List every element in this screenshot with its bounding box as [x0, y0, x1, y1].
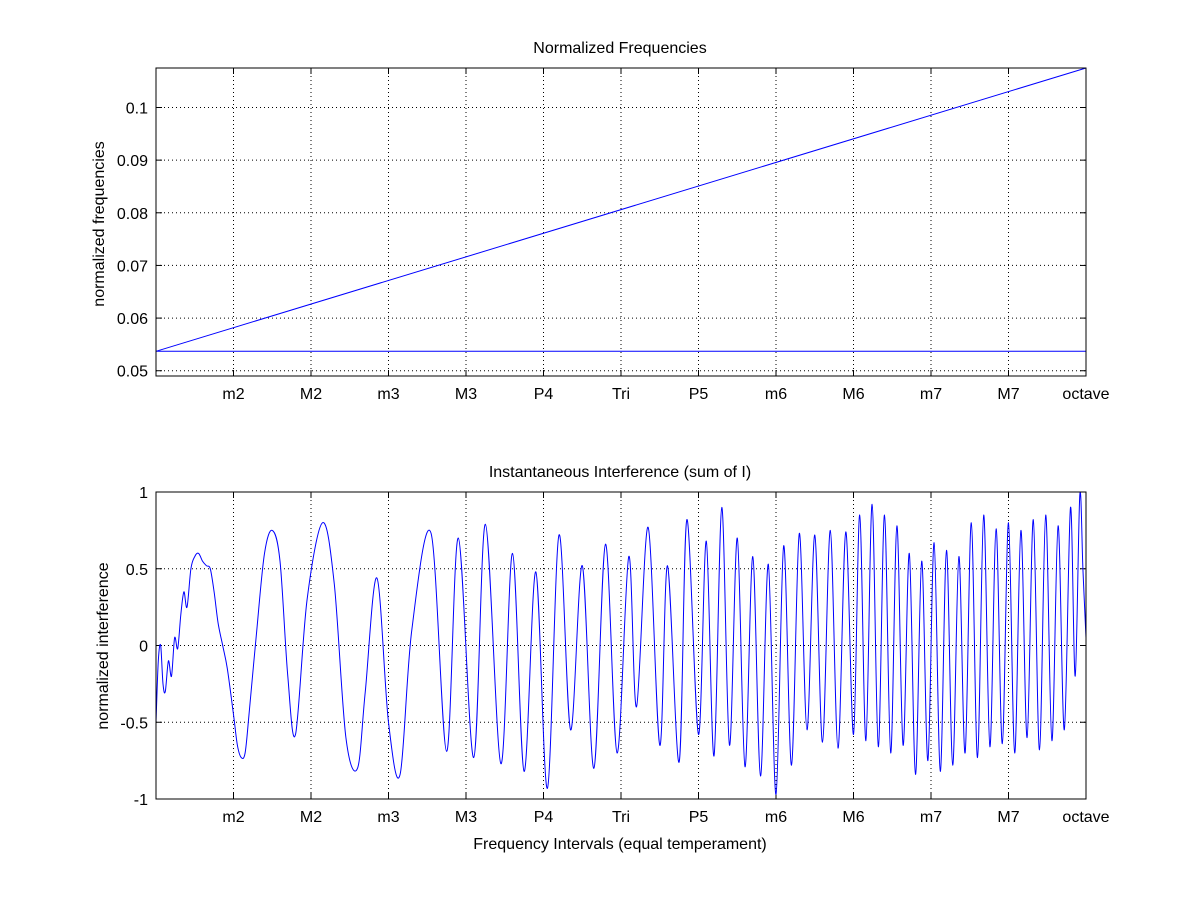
y-tick-label: 0.08 — [117, 206, 148, 223]
x-tick-label: M2 — [300, 386, 322, 403]
axes-box — [155, 67, 1087, 377]
x-tick-label: m3 — [377, 386, 399, 403]
x-tick-label: Tri — [612, 386, 630, 403]
y-tick-label: 0.05 — [117, 364, 148, 381]
y-tick-label: 0.07 — [117, 258, 148, 275]
x-tick-label: m3 — [377, 809, 399, 826]
y-axis-label: normalized frequencies — [91, 141, 108, 306]
y-tick-label: 0.09 — [117, 153, 148, 170]
y-tick-label: -1 — [134, 792, 148, 809]
normalized-frequencies-plot: Normalized Frequencies normalized freque… — [91, 40, 1110, 403]
y-tick-label: -0.5 — [120, 715, 148, 732]
tick-labels: m2 M2 m3 M3 P4 Tri P5 m6 M6 m7 M7 octave 0.05 0.06 0.0… — [117, 100, 1110, 403]
x-tick-label: M7 — [997, 386, 1019, 403]
x-tick-label: m7 — [920, 386, 942, 403]
plot-title: Normalized Frequencies — [533, 40, 706, 57]
x-tick-label: m2 — [222, 386, 244, 403]
axes-box — [155, 491, 1087, 800]
x-tick-label: M6 — [842, 386, 864, 403]
x-tick-label: M3 — [455, 809, 477, 826]
x-tick-label: P4 — [534, 386, 554, 403]
x-tick-label: m2 — [222, 809, 244, 826]
series-line — [155, 67, 1087, 352]
x-tick-label: octave — [1062, 809, 1109, 826]
x-tick-label: m6 — [765, 386, 787, 403]
x-tick-label: M6 — [842, 809, 864, 826]
instantaneous-interference-plot: Instantaneous Interference (sum of I) no… — [95, 464, 1110, 853]
y-tick-label: 1 — [139, 485, 148, 502]
x-tick-label: P5 — [689, 809, 709, 826]
series-lines — [155, 67, 1087, 352]
plot-title: Instantaneous Interference (sum of I) — [489, 464, 751, 481]
y-axis-label: normalized interference — [95, 562, 112, 729]
y-tick-label: 0.5 — [126, 562, 148, 579]
x-tick-label: octave — [1062, 386, 1109, 403]
x-tick-label: M7 — [997, 809, 1019, 826]
x-tick-label: P4 — [534, 809, 554, 826]
x-axis-label: Frequency Intervals (equal temperament) — [473, 836, 766, 853]
x-tick-label: M3 — [455, 386, 477, 403]
x-tick-label: M2 — [300, 809, 322, 826]
x-tick-label: m6 — [765, 809, 787, 826]
series-line — [155, 491, 1087, 795]
x-tick-label: P5 — [689, 386, 709, 403]
series-lines — [155, 491, 1087, 795]
grid — [156, 68, 1087, 376]
tick-labels: m2 M2 m3 M3 P4 Tri P5 m6 M6 m7 M7 octave -1 -0.5 0 0.5 1 — [120, 485, 1109, 826]
x-tick-label: Tri — [612, 809, 630, 826]
y-tick-label: 0 — [139, 639, 148, 656]
y-tick-label: 0.06 — [117, 311, 148, 328]
x-tick-label: m7 — [920, 809, 942, 826]
y-tick-label: 0.1 — [126, 100, 148, 117]
